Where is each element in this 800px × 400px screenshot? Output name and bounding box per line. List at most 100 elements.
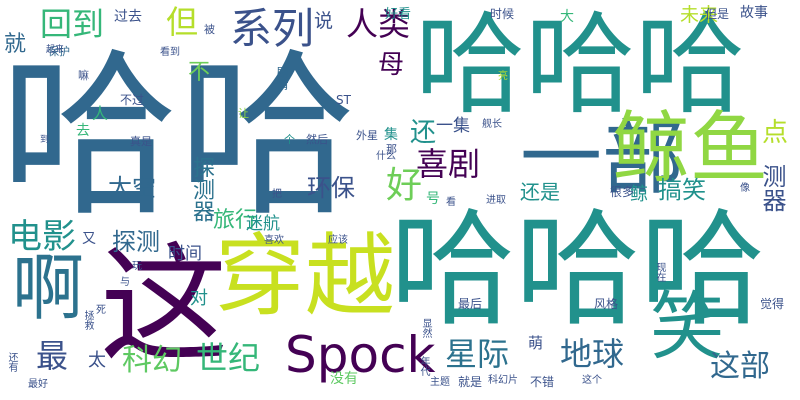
word: 测器 <box>758 164 786 212</box>
word: 真是 <box>130 135 152 148</box>
word: 风格 <box>594 297 619 311</box>
word: Spock <box>285 326 436 384</box>
word: 喜剧 <box>416 145 481 183</box>
word: 嘛 <box>78 69 89 82</box>
word: 时间 <box>168 244 202 264</box>
word: 太空 <box>108 174 156 202</box>
word: 这个 <box>582 375 602 386</box>
word: 最后 <box>458 297 483 311</box>
word: 然后 <box>306 133 328 146</box>
word: 旅行 <box>213 208 258 233</box>
word: 一集 <box>436 116 470 136</box>
word: 环保 <box>307 174 355 202</box>
word: 被 <box>204 23 215 36</box>
word: 这部 <box>710 349 770 384</box>
word: 与 <box>120 277 130 288</box>
word: 还是 <box>520 180 560 204</box>
word: 起来 <box>46 45 65 55</box>
word: 进取 <box>486 195 506 206</box>
word: 看到 <box>160 47 180 58</box>
word: 迷航 <box>246 214 280 234</box>
word: 喜欢 <box>264 235 284 246</box>
word: 萌 <box>528 334 544 352</box>
word: 号 <box>426 191 440 207</box>
word: 笑 <box>650 284 724 370</box>
word: 主题 <box>430 377 450 388</box>
word: 还有 <box>6 352 17 372</box>
word: ST <box>336 93 351 107</box>
word: 科幻片 <box>488 375 518 386</box>
word: 但是 <box>705 7 730 21</box>
word: 啊 <box>12 246 85 330</box>
word: 没有 <box>330 371 358 387</box>
word: 玩 <box>132 261 142 272</box>
word: 保护 <box>48 45 70 58</box>
word: 这 <box>100 231 229 380</box>
word: 到 <box>40 135 50 145</box>
word: 鲸 <box>630 184 648 205</box>
word: 点 <box>762 118 789 148</box>
word: 人 <box>92 104 109 123</box>
word: 舰长 <box>482 119 502 130</box>
word: 世纪 <box>196 339 261 377</box>
word: 死 <box>96 305 106 316</box>
word: 过去 <box>114 9 142 25</box>
word: 又 <box>82 231 96 247</box>
word: 像 <box>740 183 750 194</box>
word: 哈哈哈 <box>390 198 765 343</box>
word: 母 <box>378 50 405 80</box>
word: 外星 <box>356 129 378 142</box>
word: 那 <box>386 143 397 156</box>
word: 科幻 <box>122 343 182 378</box>
word: 看 <box>446 197 456 208</box>
word: 应该 <box>328 235 348 246</box>
word: 地球 <box>560 335 625 373</box>
word: 电影 <box>8 217 76 257</box>
word: 故事 <box>740 5 768 21</box>
word: 未来 <box>680 4 719 26</box>
word: 拯救 <box>82 310 93 330</box>
word: 显然 <box>420 318 431 338</box>
word: 集 <box>384 127 398 143</box>
word: 就是 <box>458 375 483 389</box>
word: 让 <box>238 107 249 120</box>
word: 把 <box>272 189 282 200</box>
word: 一部 <box>520 111 685 206</box>
word: 最 <box>36 337 69 375</box>
word: 说 <box>314 10 334 32</box>
word: 就 <box>4 32 27 57</box>
word: 去 <box>76 123 90 139</box>
word: 探测器 <box>189 156 214 222</box>
word: 现在 <box>654 262 665 282</box>
word: 什么 <box>376 151 396 162</box>
word: 搞笑 <box>658 176 706 204</box>
word: 亮 <box>498 71 508 82</box>
word: 剧情 <box>275 66 289 90</box>
word: 人类 <box>346 5 411 43</box>
word: 很多 <box>610 185 635 199</box>
word: 鲸鱼 <box>612 104 769 194</box>
word: 个 <box>284 133 295 146</box>
word: 好看 <box>385 7 412 22</box>
word: 觉得 <box>760 297 785 311</box>
word: 星际 <box>445 335 510 373</box>
word: 年代 <box>418 356 429 376</box>
word: 不错 <box>530 375 555 389</box>
word: 但 <box>166 3 199 41</box>
word: 穿越 <box>215 224 395 329</box>
word: 系列 <box>230 4 315 53</box>
word: 太 <box>88 350 106 371</box>
word: 不过 <box>120 93 145 107</box>
word: 对 <box>190 288 208 309</box>
word: 回到 <box>40 5 105 43</box>
word: 探测 <box>112 228 160 256</box>
word: 哈哈 <box>0 33 356 240</box>
word: 不 <box>188 60 211 85</box>
word: 哈哈哈 <box>415 1 745 129</box>
word: 还 <box>410 118 437 148</box>
word: 最好 <box>28 379 48 390</box>
word: 时候 <box>490 7 515 21</box>
word: 好 <box>386 165 423 206</box>
word: 大 <box>560 9 574 25</box>
